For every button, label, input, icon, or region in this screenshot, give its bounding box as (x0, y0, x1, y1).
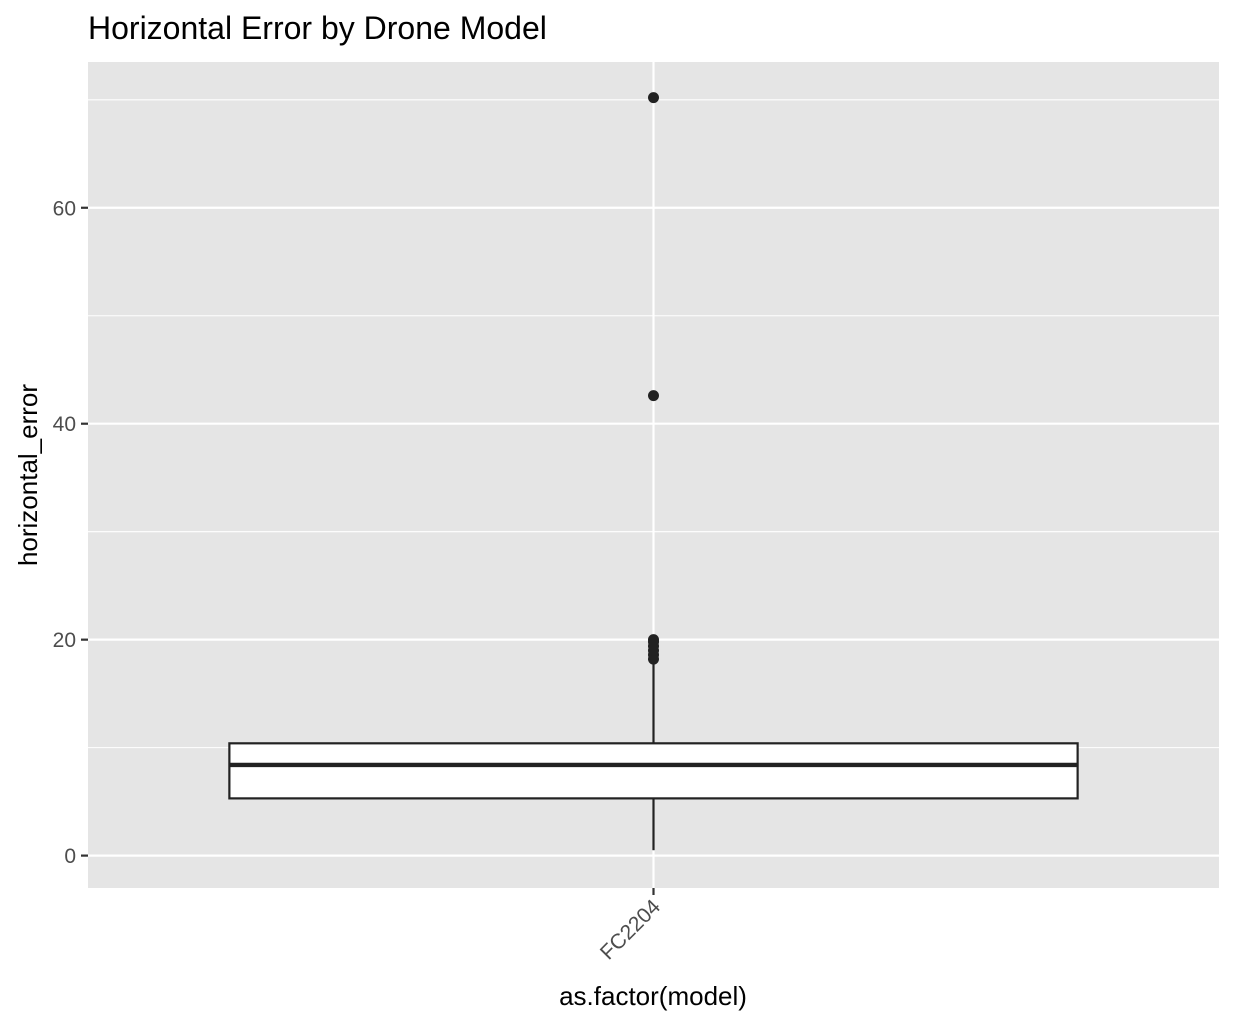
box-layer (228, 92, 1079, 851)
outlier-point (648, 390, 659, 402)
y-tick-label: 60 (53, 197, 76, 220)
x-tick-label: FC2204 (596, 895, 665, 964)
x-axis-title: as.factor(model) (559, 981, 747, 1011)
y-tick-label: 0 (64, 845, 76, 868)
y-axis-title: horizontal_error (13, 384, 43, 566)
y-tick-label: 20 (53, 629, 76, 652)
outlier-point (648, 92, 659, 104)
box-iqr (228, 742, 1079, 800)
chart-title: Horizontal Error by Drone Model (88, 10, 547, 46)
outlier-point (648, 634, 659, 646)
y-tick-label: 40 (53, 413, 76, 436)
